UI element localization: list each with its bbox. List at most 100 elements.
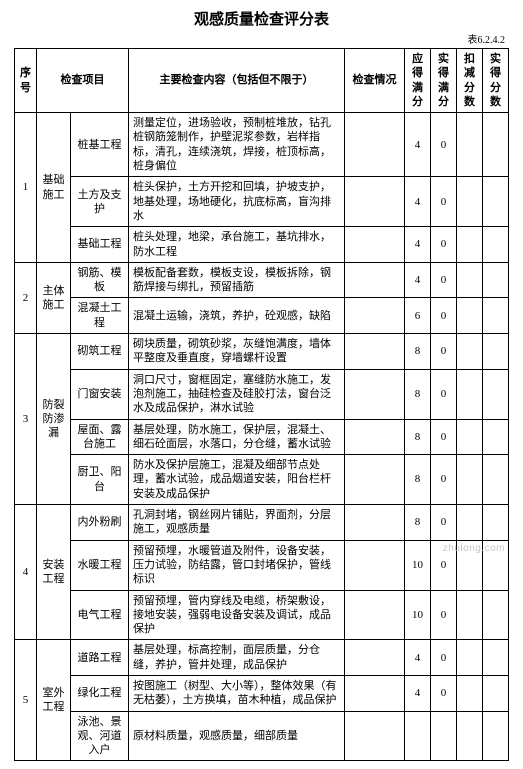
table-row: 混凝土工程混凝土运输，浇筑，养护，砼观感，缺陷60: [15, 298, 509, 334]
score-deduct-cell: [457, 419, 483, 455]
content-cell: 按图施工（树型、大小等），整体效果（有无枯萎），土方换填，苗木种植，成品保护: [129, 675, 345, 711]
score-should-cell: 4: [405, 640, 431, 676]
score-actual-cell: 0: [431, 227, 457, 263]
table-row: 屋面、露台施工基层处理，防水施工，保护层，混凝土、细石砼面层，水落口，分仓缝，蓄…: [15, 419, 509, 455]
score-actual-cell: 0: [431, 298, 457, 334]
score-final-cell: [483, 640, 509, 676]
score-actual-cell: 0: [431, 455, 457, 505]
situation-cell: [345, 640, 405, 676]
score-final-cell: [483, 590, 509, 640]
table-row: 5室外工程道路工程基层处理，标高控制，面层质量，分仓缝，养护，管井处理，成品保护…: [15, 640, 509, 676]
header-row: 序号 检查项目 主要检查内容（包括但不限于） 检查情况 应得满分 实得满分 扣减…: [15, 49, 509, 113]
score-deduct-cell: [457, 262, 483, 298]
item-cell: 绿化工程: [71, 675, 129, 711]
situation-cell: [345, 227, 405, 263]
situation-cell: [345, 540, 405, 590]
score-actual-cell: 0: [431, 369, 457, 419]
th-score-final: 实得分数: [483, 49, 509, 113]
content-cell: 洞口尺寸，窗框固定，塞缝防水施工，发泡剂施工，抽硅检查及硅胶打法，窗台泛水及成品…: [129, 369, 345, 419]
item-cell: 泳池、景观、河道入户: [71, 711, 129, 761]
score-deduct-cell: [457, 334, 483, 370]
situation-cell: [345, 262, 405, 298]
score-actual-cell: [431, 711, 457, 761]
score-actual-cell: 0: [431, 640, 457, 676]
score-actual-cell: 0: [431, 419, 457, 455]
table-row: 3防裂防渗漏砌筑工程砌块质量，砌筑砂浆，灰缝饱满度，墙体平整度及垂直度，穿墙螺杆…: [15, 334, 509, 370]
item-cell: 内外粉刷: [71, 505, 129, 541]
score-deduct-cell: [457, 298, 483, 334]
item-cell: 水暖工程: [71, 540, 129, 590]
content-cell: 孔洞封堵，钢丝网片铺贴，界面剂，分层施工，观感质量: [129, 505, 345, 541]
item-cell: 电气工程: [71, 590, 129, 640]
situation-cell: [345, 419, 405, 455]
score-final-cell: [483, 298, 509, 334]
seq-cell: 5: [15, 640, 37, 761]
project-cell: 防裂防渗漏: [37, 334, 71, 505]
score-actual-cell: 0: [431, 113, 457, 177]
project-cell: 室外工程: [37, 640, 71, 761]
item-cell: 桩基工程: [71, 113, 129, 177]
item-cell: 基础工程: [71, 227, 129, 263]
content-cell: 砌块质量，砌筑砂浆，灰缝饱满度，墙体平整度及垂直度，穿墙螺杆设置: [129, 334, 345, 370]
score-should-cell: 10: [405, 540, 431, 590]
content-cell: 模板配备套数，模板支设，模板拆除，钢筋焊接与绑扎，预留插筋: [129, 262, 345, 298]
item-cell: 屋面、露台施工: [71, 419, 129, 455]
score-should-cell: [405, 711, 431, 761]
situation-cell: [345, 711, 405, 761]
item-cell: 门窗安装: [71, 369, 129, 419]
table-row: 水暖工程预留预埋，水暖管道及附件，设备安装，压力试验，防结露，管口封堵保护，管线…: [15, 540, 509, 590]
score-final-cell: [483, 419, 509, 455]
score-deduct-cell: [457, 505, 483, 541]
score-should-cell: 4: [405, 262, 431, 298]
content-cell: 原材料质量，观感质量，细部质量: [129, 711, 345, 761]
score-final-cell: [483, 675, 509, 711]
score-deduct-cell: [457, 711, 483, 761]
score-deduct-cell: [457, 369, 483, 419]
situation-cell: [345, 334, 405, 370]
item-cell: 厨卫、阳台: [71, 455, 129, 505]
score-deduct-cell: [457, 455, 483, 505]
score-should-cell: 4: [405, 113, 431, 177]
item-cell: 砌筑工程: [71, 334, 129, 370]
watermark: zhulong.com: [443, 543, 505, 554]
score-final-cell: [483, 455, 509, 505]
table-row: 门窗安装洞口尺寸，窗框固定，塞缝防水施工，发泡剂施工，抽硅检查及硅胶打法，窗台泛…: [15, 369, 509, 419]
item-cell: 土方及支护: [71, 177, 129, 227]
content-cell: 基层处理，标高控制，面层质量，分仓缝，养护，管井处理，成品保护: [129, 640, 345, 676]
score-should-cell: 6: [405, 298, 431, 334]
content-cell: 基层处理，防水施工，保护层，混凝土、细石砼面层，水落口，分仓缝，蓄水试验: [129, 419, 345, 455]
content-cell: 桩头处理，地梁，承台施工，基坑排水，防水工程: [129, 227, 345, 263]
th-score-should: 应得满分: [405, 49, 431, 113]
score-should-cell: 8: [405, 334, 431, 370]
seq-cell: 3: [15, 334, 37, 505]
score-deduct-cell: [457, 113, 483, 177]
score-actual-cell: 0: [431, 505, 457, 541]
item-cell: 混凝土工程: [71, 298, 129, 334]
table-row: 泳池、景观、河道入户原材料质量，观感质量，细部质量: [15, 711, 509, 761]
th-score-deduct: 扣减分数: [457, 49, 483, 113]
score-deduct-cell: [457, 177, 483, 227]
situation-cell: [345, 177, 405, 227]
seq-cell: 1: [15, 113, 37, 263]
situation-cell: [345, 298, 405, 334]
score-deduct-cell: [457, 227, 483, 263]
situation-cell: [345, 590, 405, 640]
project-cell: 安装工程: [37, 505, 71, 640]
content-cell: 预留预埋，水暖管道及附件，设备安装，压力试验，防结露，管口封堵保护，管线标识: [129, 540, 345, 590]
score-should-cell: 10: [405, 590, 431, 640]
score-should-cell: 4: [405, 227, 431, 263]
score-final-cell: [483, 369, 509, 419]
score-final-cell: [483, 334, 509, 370]
th-seq: 序号: [15, 49, 37, 113]
score-should-cell: 8: [405, 419, 431, 455]
score-actual-cell: 0: [431, 177, 457, 227]
score-final-cell: [483, 113, 509, 177]
score-actual-cell: 0: [431, 675, 457, 711]
page-title: 观感质量检查评分表: [14, 8, 509, 29]
project-cell: 基础施工: [37, 113, 71, 263]
score-deduct-cell: [457, 675, 483, 711]
th-situation: 检查情况: [345, 49, 405, 113]
table-code: 表6.2.4.2: [14, 31, 509, 46]
score-actual-cell: 0: [431, 590, 457, 640]
situation-cell: [345, 455, 405, 505]
